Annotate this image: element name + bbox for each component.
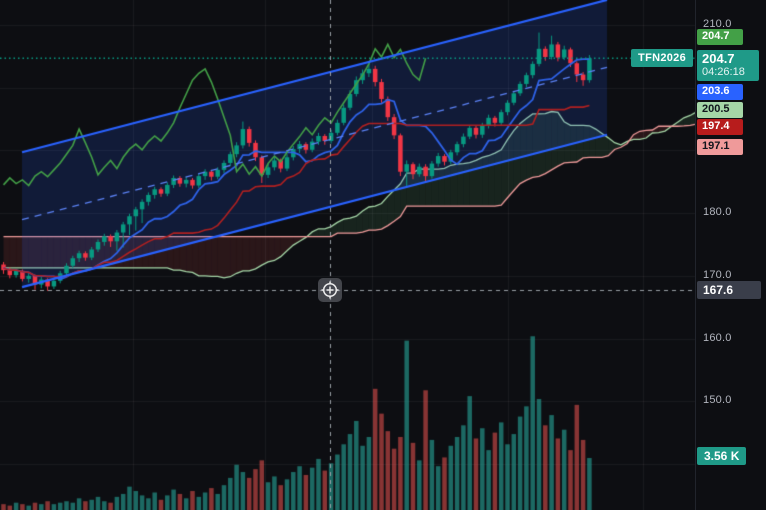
- crosshair-price-value: 167.6: [703, 283, 734, 297]
- crosshair-price-badge: 167.6: [697, 281, 761, 299]
- price-axis-label: 150.0: [703, 394, 732, 407]
- price-badge-tenkan-value: 203.6: [697, 84, 743, 100]
- circled-plus-icon: [321, 281, 339, 299]
- crosshair-cursor-icon: [318, 278, 342, 302]
- price-axis-label: 180.0: [703, 206, 732, 219]
- volume-value-label: 3.56 K: [704, 449, 740, 463]
- price-scale[interactable]: 210.0 180.0 170.0 160.0 150.0 204.7 203.6 200.5…: [695, 0, 766, 510]
- price-badge-kijun-value: 197.4: [697, 119, 743, 135]
- last-price-value: 204.7: [702, 51, 735, 66]
- bar-countdown-timer: 04:26:18: [702, 66, 745, 78]
- price-badge-lead1-value: 200.5: [697, 102, 743, 118]
- ticker-symbol-label: TFN2026: [638, 52, 686, 64]
- volume-value-badge: 3.56 K: [697, 447, 747, 465]
- last-price-badge: 204.7 04:26:18: [697, 50, 759, 81]
- price-badge-lead2-value: 197.1: [697, 139, 743, 155]
- price-axis-label: 210.0: [703, 18, 732, 30]
- ticker-symbol-badge: TFN2026: [631, 49, 693, 67]
- price-badge-chikou-value: 204.7: [697, 29, 743, 45]
- price-axis-label: 170.0: [703, 268, 732, 281]
- price-axis-label: 160.0: [703, 331, 732, 344]
